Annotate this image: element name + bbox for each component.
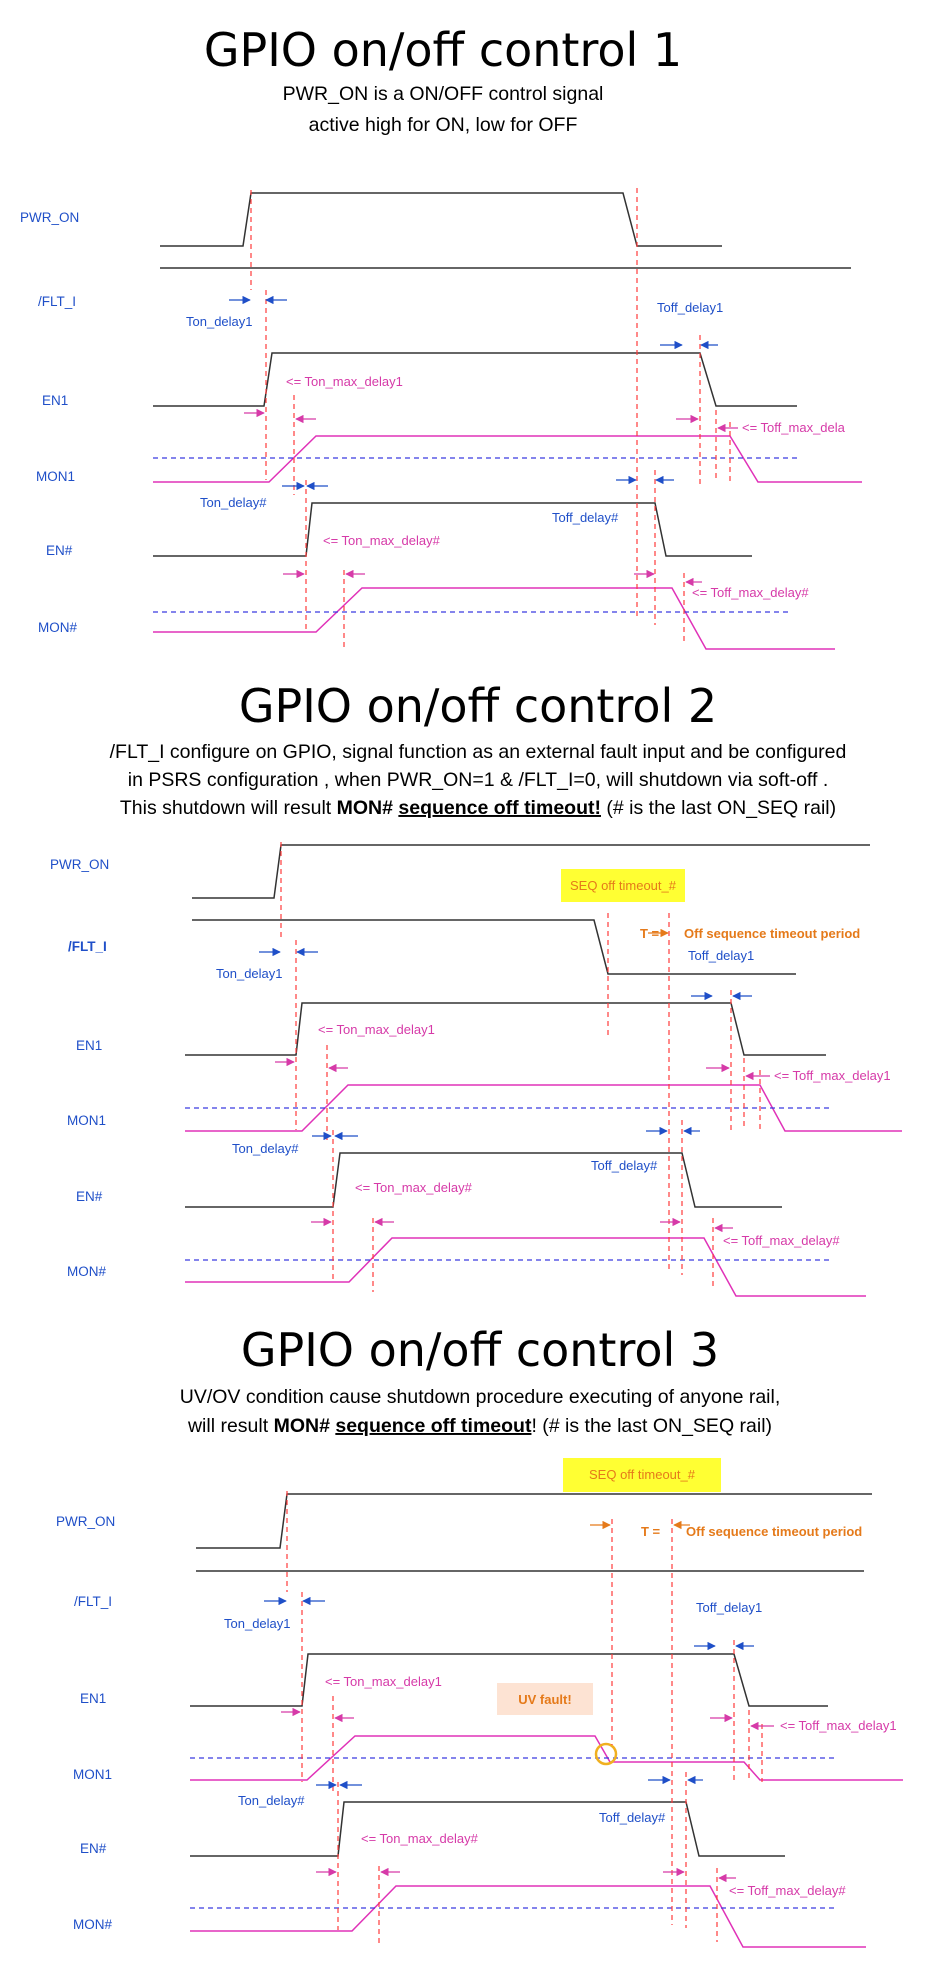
s3-toff-max-delay-n-label: <= Toff_max_delay#: [729, 1883, 846, 1898]
s2-mon1-waveform: [185, 1084, 902, 1132]
s2-label-pwr-on: PWR_ON: [50, 857, 109, 872]
section-2-subtitle-line3: This shutdown will result MON# sequence …: [120, 797, 836, 819]
s2-ton-delay1-label: Ton_delay1: [216, 966, 283, 981]
s3-toff-max-delay1-label: <= Toff_max_delay1: [780, 1718, 897, 1733]
s3-mon-n-waveform: [190, 1885, 866, 1948]
s3-label-mon1: MON1: [73, 1767, 112, 1782]
s2-seq-off-timeout-highlight: [561, 869, 685, 902]
s2-mon-n-waveform: [185, 1237, 866, 1297]
s2-label-flt-i: /FLT_I: [68, 939, 107, 954]
s2-ton-max-delay1-label: <= Ton_max_delay1: [318, 1022, 435, 1037]
s1-toff-max-delay-n-label: <= Toff_max_delay#: [692, 585, 809, 600]
s3-off-seq-timeout-period-label: Off sequence timeout period: [686, 1524, 862, 1539]
s2-ton-delay-n-label: Ton_delay#: [232, 1141, 299, 1156]
s2-toff-delay-n-label: Toff_delay#: [591, 1158, 658, 1173]
s2-t-equals-label: T =: [640, 926, 660, 941]
s3-label-flt-i: /FLT_I: [74, 1594, 112, 1609]
section-1-subtitle-line1: PWR_ON is a ON/OFF control signal: [283, 83, 604, 105]
s2-ton-max-delay-n-label: <= Ton_max_delay#: [355, 1180, 473, 1195]
s3-pwr-on-waveform: [196, 1493, 872, 1549]
s3-ton-max-delay1-label: <= Ton_max_delay1: [325, 1674, 442, 1689]
s1-toff-delay1-label: Toff_delay1: [657, 300, 723, 315]
s3-ton-delay-n-label: Ton_delay#: [238, 1793, 305, 1808]
section-2-subtitle-line2: in PSRS configuration , when PWR_ON=1 & …: [128, 769, 829, 791]
section-1: GPIO on/off control 1 PWR_ON is a ON/OFF…: [20, 23, 862, 650]
section-2: GPIO on/off control 2 /FLT_I configure o…: [50, 679, 902, 1297]
s1-label-mon1: MON1: [36, 469, 75, 484]
s2-pwr-on-waveform: [192, 844, 870, 899]
s1-ton-max-delay-n-label: <= Ton_max_delay#: [323, 533, 441, 548]
s1-mon1-waveform: [153, 435, 862, 483]
s1-label-flt-i: /FLT_I: [38, 294, 76, 309]
s2-label-en-n: EN#: [76, 1189, 103, 1204]
s1-ton-delay1-label: Ton_delay1: [186, 314, 253, 329]
s1-ton-max-delay1-label: <= Ton_max_delay1: [286, 374, 403, 389]
section-3: GPIO on/off control 3 UV/OV condition ca…: [56, 1323, 903, 1948]
s3-uv-fault-ring: [594, 1742, 618, 1766]
section-1-subtitle-line2: active high for ON, low for OFF: [309, 114, 578, 136]
s1-en-n-waveform: [153, 502, 752, 557]
s3-mon1-waveform: [190, 1735, 903, 1781]
s2-flt-i-waveform: [192, 919, 796, 975]
section-2-title: GPIO on/off control 2: [239, 679, 717, 733]
s3-label-pwr-on: PWR_ON: [56, 1514, 115, 1529]
s2-label-mon-n: MON#: [67, 1264, 106, 1279]
s3-toff-delay-n-label: Toff_delay#: [599, 1810, 666, 1825]
s1-ton-delay-n-label: Ton_delay#: [200, 495, 267, 510]
s2-off-seq-timeout-period-label: Off sequence timeout period: [684, 926, 860, 941]
s2-toff-delay1-label: Toff_delay1: [688, 948, 754, 963]
s3-seq-off-timeout-label: SEQ off timeout_#: [589, 1467, 696, 1482]
s3-ton-delay1-label: Ton_delay1: [224, 1616, 291, 1631]
s2-seq-off-timeout-label: SEQ off timeout_#: [570, 878, 677, 893]
s1-label-mon-n: MON#: [38, 620, 77, 635]
s1-pwr-on-waveform: [160, 192, 722, 247]
s1-label-en-n: EN#: [46, 543, 73, 558]
s1-toff-delay-n-label: Toff_delay#: [552, 510, 619, 525]
s2-en1-waveform: [185, 1002, 826, 1056]
s2-label-en1: EN1: [76, 1038, 102, 1053]
s2-label-mon1: MON1: [67, 1113, 106, 1128]
s3-label-en1: EN1: [80, 1691, 106, 1706]
s1-label-pwr-on: PWR_ON: [20, 210, 79, 225]
s3-uv-fault-box: [497, 1683, 593, 1715]
s1-toff-max-delay1-label: <= Toff_max_dela: [742, 420, 846, 435]
s1-mon-n-waveform: [153, 587, 835, 650]
s3-t-equals-label: T =: [641, 1524, 661, 1539]
s3-toff-delay1-label: Toff_delay1: [696, 1600, 762, 1615]
s3-uv-fault-label: UV fault!: [518, 1692, 571, 1707]
s2-toff-max-delay1-label: <= Toff_max_delay1: [774, 1068, 891, 1083]
s3-label-mon-n: MON#: [73, 1917, 112, 1932]
s3-label-en-n: EN#: [80, 1841, 107, 1856]
s2-en-n-waveform: [185, 1152, 782, 1208]
s1-label-en1: EN1: [42, 393, 68, 408]
s3-seq-off-timeout-highlight: [563, 1458, 721, 1492]
s1-en1-waveform: [153, 352, 797, 407]
section-3-subtitle-line1: UV/OV condition cause shutdown procedure…: [180, 1386, 781, 1408]
section-3-title: GPIO on/off control 3: [241, 1323, 719, 1377]
s3-en1-waveform: [190, 1653, 828, 1707]
s3-ton-max-delay-n-label: <= Ton_max_delay#: [361, 1831, 479, 1846]
s3-en-n-waveform: [190, 1801, 785, 1857]
section-1-title: GPIO on/off control 1: [204, 23, 682, 77]
section-2-subtitle-line1: /FLT_I configure on GPIO, signal functio…: [110, 741, 847, 763]
s2-toff-max-delay-n-label: <= Toff_max_delay#: [723, 1233, 840, 1248]
section-3-subtitle-line2: will result MON# sequence off timeout! (…: [187, 1415, 772, 1437]
